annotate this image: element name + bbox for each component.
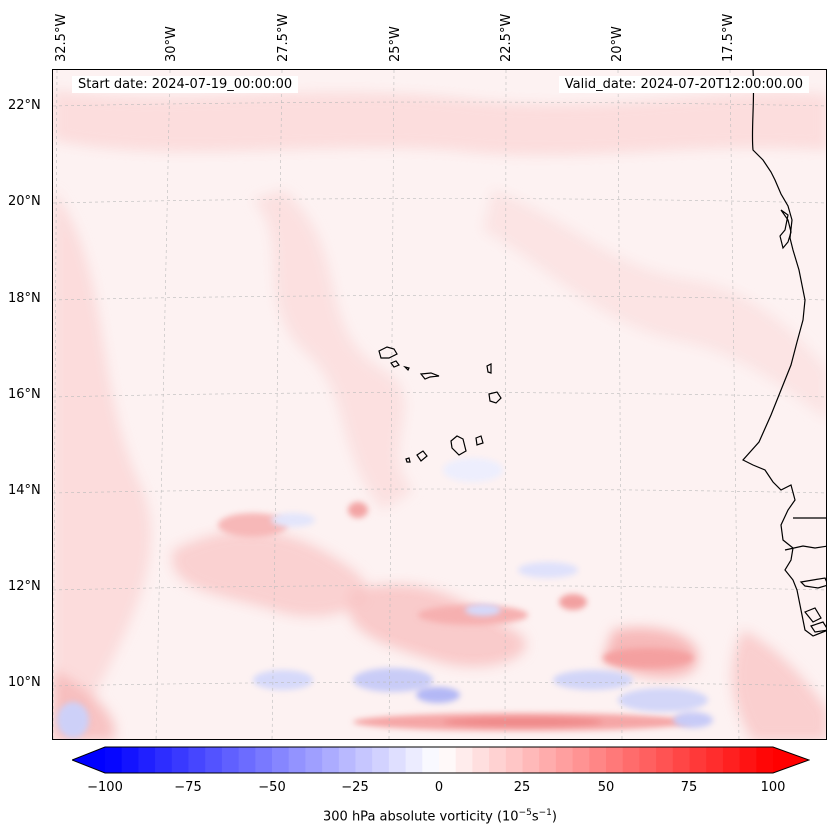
cb-tick-100: 100 (760, 780, 786, 795)
colorbar-segment (288, 747, 306, 773)
colorbar-segment (105, 747, 123, 773)
colorbar-segment (756, 747, 774, 773)
colorbar-segment (238, 747, 256, 773)
colorbar-segment (522, 747, 540, 773)
island-sao-nicolau (419, 372, 440, 380)
colorbar-segment (121, 747, 139, 773)
colorbar-segment (555, 747, 573, 773)
cape-verde-islands (378, 346, 502, 463)
cb-tick-75: 75 (680, 780, 698, 795)
island-fogo (416, 450, 428, 462)
cb-tick--100: −100 (87, 780, 123, 795)
colorbar-segment (622, 747, 640, 773)
colorbar-outline (72, 746, 810, 774)
colorbar-segment (221, 747, 239, 773)
colorbar-segment (422, 747, 440, 773)
valid-date-label: Valid_date: 2024-07-20T12:00:00.00 (558, 76, 809, 93)
lat-label-18N: 18°N (8, 291, 41, 306)
caption-exp1: −5 (518, 808, 532, 818)
colorbar-segment (338, 747, 356, 773)
colorbar-caption: 300 hPa absolute vorticity (10−5s−1) (0, 808, 837, 824)
colorbar-segment (322, 747, 340, 773)
colorbar-segment (722, 747, 740, 773)
colorbar-segment (255, 747, 273, 773)
colorbar-segment (171, 747, 189, 773)
colorbar-segment (706, 747, 724, 773)
colorbar-segment (205, 747, 223, 773)
map-panel[interactable] (52, 69, 827, 740)
colorbar (72, 746, 810, 774)
island-santiago (450, 435, 467, 456)
african-coastline (742, 70, 826, 637)
colorbar-segment (388, 747, 406, 773)
lon-label-32.5W: 32.5°W (54, 13, 69, 62)
colorbar-segment (472, 747, 490, 773)
lat-label-20N: 20°N (8, 194, 41, 209)
island-boa-vista (488, 391, 502, 404)
colorbar-segment (656, 747, 674, 773)
colorbar-segment (405, 747, 423, 773)
colorbar-segment (355, 747, 373, 773)
island-santo-antao (378, 346, 398, 359)
colorbar-segment (188, 747, 206, 773)
colorbar-segment (272, 747, 290, 773)
cb-tick--50: −50 (258, 780, 286, 795)
lon-label-25W: 25°W (388, 26, 403, 62)
colorbar-extend-min (72, 747, 105, 773)
colorbar-segment (138, 747, 156, 773)
island-santa-luzia (403, 365, 410, 372)
cb-tick--75: −75 (174, 780, 202, 795)
colorbar-segment (505, 747, 523, 773)
lat-label-22N: 22°N (8, 98, 41, 113)
negative-vorticity-patches (57, 458, 713, 738)
lat-label-10N: 10°N (8, 675, 41, 690)
colorbar-segment (372, 747, 390, 773)
caption-exp2: −1 (538, 808, 552, 818)
caption-suffix: ) (551, 809, 557, 825)
island-sal (486, 363, 492, 374)
graticule (53, 70, 826, 739)
colorbar-segment (439, 747, 457, 773)
colorbar-segment (739, 747, 757, 773)
caption-prefix: 300 hPa absolute vorticity (10 (323, 809, 519, 825)
start-date-label: Start date: 2024-07-19_00:00:00 (72, 76, 299, 93)
lon-label-22.5W: 22.5°W (499, 13, 514, 62)
cb-tick--25: −25 (341, 780, 369, 795)
cb-tick-25: 25 (513, 780, 531, 795)
colorbar-segment (539, 747, 557, 773)
island-maio (475, 435, 484, 446)
colorbar-segment (155, 747, 173, 773)
colorbar-segment (606, 747, 624, 773)
colorbar-extend-max (773, 747, 810, 773)
positive-vorticity-streaks (218, 502, 693, 731)
colorbar-segment (455, 747, 473, 773)
island-brava (405, 457, 411, 463)
lat-label-12N: 12°N (8, 579, 41, 594)
colorbar-segment (672, 747, 690, 773)
vorticity-field (53, 70, 826, 739)
lon-label-20W: 20°W (610, 26, 625, 62)
cb-tick-0: 0 (434, 780, 444, 795)
colorbar-segment (689, 747, 707, 773)
island-sao-vicente (390, 360, 400, 368)
colorbar-segment (572, 747, 590, 773)
colorbar-segment (589, 747, 607, 773)
caption-mid: s (531, 809, 539, 825)
colorbar-segment (639, 747, 657, 773)
colorbar-segment (489, 747, 507, 773)
colorbar-segment (305, 747, 323, 773)
lon-label-17.5W: 17.5°W (721, 13, 736, 62)
lon-label-27.5W: 27.5°W (276, 13, 291, 62)
lat-label-14N: 14°N (8, 483, 41, 498)
cb-tick-50: 50 (597, 780, 615, 795)
lat-label-16N: 16°N (8, 387, 41, 402)
lon-label-30W: 30°W (164, 26, 179, 62)
